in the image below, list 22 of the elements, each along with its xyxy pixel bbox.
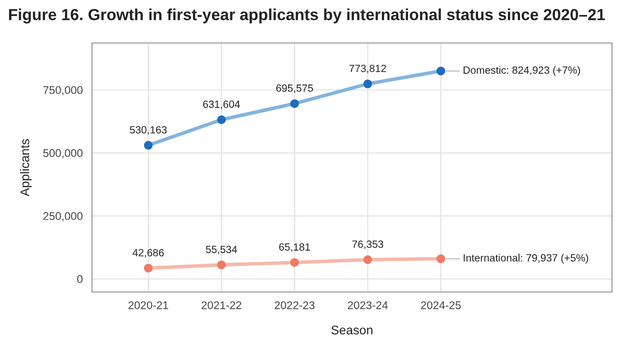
data-label: 695,575	[276, 84, 313, 94]
x-tick-label: 2022-23	[274, 301, 314, 310]
y-tick-label: 250,000	[43, 212, 83, 222]
y-axis-title: Applicants	[20, 139, 32, 196]
x-tick-label: 2021-22	[202, 301, 242, 310]
x-tick-label: 2020-21	[128, 301, 168, 310]
annotation: Domestic: 824,923 (+7%)	[464, 66, 580, 76]
data-label: 76,353	[352, 240, 384, 250]
data-label: 55,534	[206, 246, 238, 254]
data-label: 631,604	[203, 100, 240, 110]
y-tick-label: 750,000	[43, 86, 83, 96]
x-tick-label: 2024-25	[421, 301, 461, 310]
y-tick-label: 500,000	[43, 149, 83, 158]
data-label: 42,686	[132, 248, 164, 258]
chart-title: Figure 16. Growth in first-year applicants by international status since 2020–21	[9, 8, 605, 24]
x-axis-title: Season	[331, 326, 372, 334]
data-label: 65,181	[279, 243, 310, 252]
annotation: International: 79,937 (+5%)	[464, 254, 588, 264]
y-tick-label: 0	[77, 275, 83, 284]
data-label: 773,812	[349, 64, 386, 74]
data-label: 530,163	[130, 126, 167, 135]
x-tick-label: 2023-24	[348, 301, 388, 310]
